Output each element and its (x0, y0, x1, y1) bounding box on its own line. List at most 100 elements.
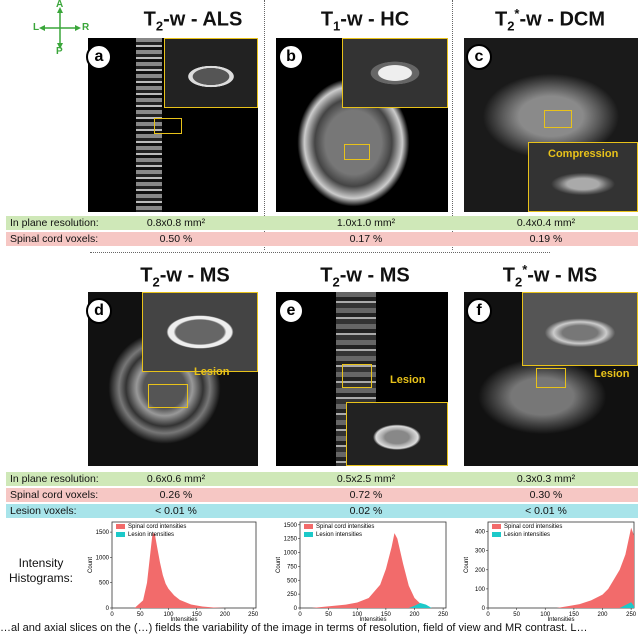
badge-b: b (278, 44, 304, 70)
legend-swatch (492, 524, 501, 529)
orientation-r: R (82, 22, 90, 33)
x-tick-label: 50 (513, 612, 520, 618)
row-mid-voxels: Spinal cord voxels: 0.26 % 0.72 % 0.30 % (6, 488, 638, 502)
zoom-inset-f-frame (522, 292, 638, 366)
x-tick-label: 150 (569, 612, 580, 618)
x-tick-label: 50 (325, 612, 332, 618)
res-d: 0.6x0.6 mm² (146, 473, 206, 485)
y-tick-label: 0 (482, 606, 486, 612)
x-tick-label: 250 (438, 612, 449, 618)
zoom-inset-e (346, 402, 448, 466)
histogram-e: 0 50 100 150 200 250 0 250 500 750 1000 1250 1500 Int… (276, 521, 449, 622)
separator-v1 (264, 0, 265, 250)
x-tick-label: 250 (248, 612, 259, 618)
res-b: 1.0x1.0 mm² (336, 217, 396, 229)
res-a: 0.8x0.8 mm² (146, 217, 206, 229)
x-tick-label: 0 (486, 612, 490, 618)
lesion-d: < 0.01 % (155, 505, 197, 517)
plot-frame (111, 521, 257, 609)
x-tick-label: 200 (220, 612, 231, 618)
series-lesion-area (408, 603, 432, 608)
y-tick-label: 500 (99, 581, 110, 587)
orientation-a: A (56, 0, 64, 10)
legend-entry: Lesion intensities (128, 532, 174, 538)
series-cord-area (134, 532, 225, 608)
x-tick-label: 250 (626, 612, 637, 618)
separator-h (90, 252, 550, 253)
x-axis-label: Intensities (547, 617, 574, 622)
legend-swatch (304, 532, 313, 537)
figure-caption: …al and axial slices on the (…) fields t… (0, 622, 588, 634)
zoom-inset-d-frame (142, 292, 258, 372)
x-tick-label: 200 (410, 612, 421, 618)
legend-entry: Lesion intensities (504, 532, 550, 538)
orientation-compass (39, 7, 81, 49)
legend-entry: Spinal cord intensities (504, 524, 562, 530)
badge-a: a (86, 44, 112, 70)
x-tick-label: 100 (163, 612, 174, 618)
roi-box-e (342, 364, 372, 388)
legend-swatch (304, 524, 313, 529)
y-tick-label: 250 (287, 592, 298, 598)
x-tick-label: 150 (192, 612, 203, 618)
title-e: T2-w - MS (320, 264, 410, 290)
y-tick-label: 100 (475, 587, 486, 593)
histogram-d: 0 50 100 150 200 250 0 500 1000 1500 Intensities Co… (88, 521, 259, 622)
mri-panel-f: Lesion (464, 292, 638, 466)
compression-label: Compression (548, 148, 619, 160)
orientation-l: L (33, 22, 40, 33)
roi-box-d (148, 384, 188, 408)
title-d: T2-w - MS (140, 264, 230, 290)
lesion-label-e: Lesion (390, 374, 426, 386)
mri-panel-a (88, 38, 258, 212)
title-f: T2*-w - MS (502, 262, 598, 290)
y-tick-label: 1000 (96, 555, 110, 561)
y-tick-label: 500 (287, 578, 298, 584)
roi-box-c (544, 110, 572, 128)
vox-b: 0.17 % (349, 233, 383, 245)
y-axis-label: Count (276, 557, 282, 573)
zoom-inset-a-frame (164, 38, 258, 108)
lesion-e: 0.02 % (349, 505, 383, 517)
x-axis-label: Intensities (170, 617, 197, 622)
vox-d: 0.26 % (159, 489, 193, 501)
legend-swatch (116, 532, 125, 537)
separator-v2 (452, 0, 453, 250)
res-f: 0.3x0.3 mm² (516, 473, 576, 485)
vox-f: 0.30 % (529, 489, 563, 501)
mri-panel-d: Lesion (88, 292, 258, 466)
lesion-f: < 0.01 % (525, 505, 567, 517)
row-mid-resolution: In plane resolution: 0.6x0.6 mm² 0.5x2.5… (6, 472, 638, 486)
series-lesion-area (619, 602, 634, 608)
vox-a: 0.50 % (159, 233, 193, 245)
orientation-p: P (56, 46, 63, 57)
zoom-inset-b (342, 38, 448, 108)
y-axis-label: Count (88, 557, 94, 573)
lesion-label-f: Lesion (594, 368, 630, 380)
title-b: T1-w - HC (320, 8, 410, 34)
res-c: 0.4x0.4 mm² (516, 217, 576, 229)
x-tick-label: 100 (352, 612, 363, 618)
x-tick-label: 0 (298, 612, 302, 618)
mri-panel-c: Compression (464, 38, 638, 212)
legend-entry: Spinal cord intensities (128, 524, 186, 530)
title-c: T2*-w - DCM (494, 6, 606, 34)
zoom-inset-d (142, 292, 258, 372)
y-tick-label: 1000 (284, 551, 298, 557)
y-axis-label: Count (464, 557, 470, 573)
badge-c: c (466, 44, 492, 70)
y-tick-label: 400 (475, 530, 486, 536)
legend-entry: Lesion intensities (316, 532, 362, 538)
roi-box-f (536, 368, 566, 388)
y-tick-label: 300 (475, 549, 486, 555)
x-tick-label: 150 (381, 612, 392, 618)
vox-e: 0.72 % (349, 489, 383, 501)
y-tick-label: 200 (475, 568, 486, 574)
legend-swatch (492, 532, 501, 537)
roi-box-b (344, 144, 370, 160)
y-tick-label: 0 (294, 606, 298, 612)
spine-sagittal-a (136, 38, 162, 212)
histogram-f: 0 50 100 150 200 250 0 100 200 300 400 Intensities C… (464, 521, 637, 622)
zoom-inset-e-frame (346, 402, 448, 466)
zoom-inset-a (164, 38, 258, 108)
